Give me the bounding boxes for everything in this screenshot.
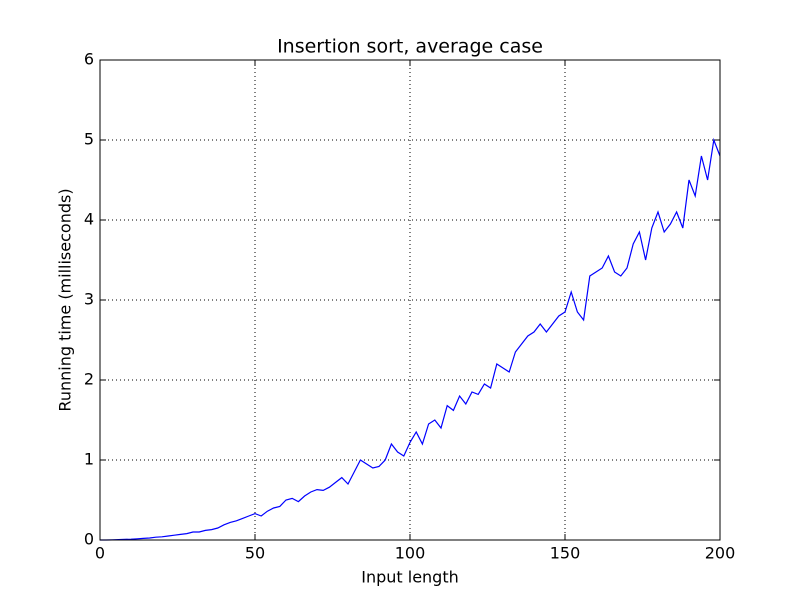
y-tick-label: 2 bbox=[84, 370, 94, 389]
y-tick-label: 4 bbox=[84, 210, 94, 229]
x-tick-label: 200 bbox=[705, 544, 736, 563]
x-tick-label: 150 bbox=[550, 544, 581, 563]
x-tick-label: 50 bbox=[245, 544, 265, 563]
y-tick-label: 1 bbox=[84, 450, 94, 469]
y-tick-label: 3 bbox=[84, 290, 94, 309]
chart-title: Insertion sort, average case bbox=[277, 36, 543, 58]
plot-frame bbox=[99, 59, 721, 541]
data-line bbox=[100, 137, 721, 541]
x-axis-label: Input length bbox=[361, 568, 459, 587]
x-tick-label: 0 bbox=[95, 544, 105, 563]
y-tick-label: 6 bbox=[84, 50, 94, 69]
y-tick-label: 0 bbox=[84, 530, 94, 549]
y-axis-label: Running time (milliseconds) bbox=[56, 188, 75, 411]
x-tick-label: 100 bbox=[395, 544, 426, 563]
y-tick-label: 5 bbox=[84, 130, 94, 149]
